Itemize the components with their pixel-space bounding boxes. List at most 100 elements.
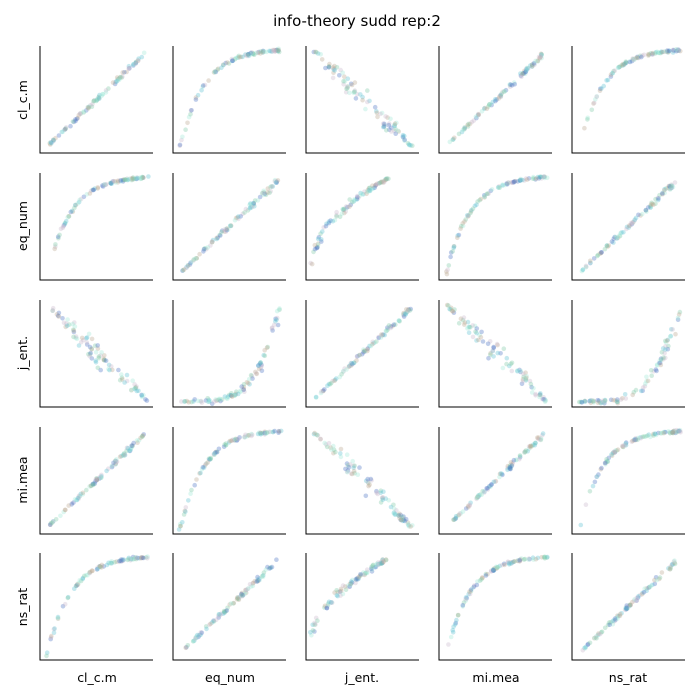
scatter-point xyxy=(465,319,471,325)
scatter-point xyxy=(651,369,657,374)
scatter-point xyxy=(466,503,471,509)
scatter-point xyxy=(642,434,647,439)
scatter-point xyxy=(258,365,264,371)
scatter-point xyxy=(659,350,665,355)
scatter-point xyxy=(663,344,668,349)
scatter-point xyxy=(485,486,490,491)
scatter-point xyxy=(276,430,281,436)
scatter-point xyxy=(221,62,226,68)
scatter-point xyxy=(218,233,223,238)
scatter-point xyxy=(338,588,344,594)
scatter-point xyxy=(455,235,460,241)
scatter-point xyxy=(617,611,623,617)
scatter-point xyxy=(271,47,277,53)
scatter-point xyxy=(364,191,369,197)
scatter-point xyxy=(606,620,612,625)
scatter-point xyxy=(379,333,385,338)
scatter-point xyxy=(236,595,241,600)
scatter-point xyxy=(104,468,109,474)
scatter-point xyxy=(226,440,232,445)
scatter-point xyxy=(537,437,543,442)
scatter-point xyxy=(632,597,637,602)
scatter-point xyxy=(84,340,90,345)
panel-axes xyxy=(172,46,286,154)
scatter-point xyxy=(672,180,678,185)
scatter-point xyxy=(198,399,203,404)
scatter-point xyxy=(376,562,381,568)
scatter-point xyxy=(352,197,357,203)
scatter-point xyxy=(668,186,673,191)
scatter-point xyxy=(510,179,516,185)
scatter-point xyxy=(91,187,97,193)
scatter-point xyxy=(64,321,69,326)
scatter-point xyxy=(243,52,248,57)
scatter-point xyxy=(252,52,257,57)
scatter-point xyxy=(524,375,529,381)
scatter-point xyxy=(597,631,603,637)
scatter-point xyxy=(277,429,282,434)
scatter-point xyxy=(207,457,212,462)
scatter-point xyxy=(388,325,394,331)
scatter-point xyxy=(95,185,101,190)
scatter-point xyxy=(77,578,83,583)
scatter-point xyxy=(674,427,679,433)
scatter-point xyxy=(233,215,239,221)
scatter-point xyxy=(370,185,376,191)
scatter-point xyxy=(593,634,599,640)
scatter-point xyxy=(526,176,532,181)
scatter-point xyxy=(484,191,490,197)
scatter-point xyxy=(323,65,328,71)
scatter-point xyxy=(676,48,681,53)
scatter-point xyxy=(273,319,278,324)
scatter-point xyxy=(196,634,201,640)
scatter-point xyxy=(60,129,66,134)
scatter-point xyxy=(523,69,528,75)
scatter-point xyxy=(95,346,101,351)
scatter-point xyxy=(130,175,136,180)
scatter-point xyxy=(340,583,346,588)
scatter-point xyxy=(258,430,263,436)
scatter-point xyxy=(526,444,532,449)
scatter-point xyxy=(55,234,61,239)
scatter-point xyxy=(318,436,323,442)
scatter-point xyxy=(399,517,404,523)
scatter-point xyxy=(538,391,543,396)
scatter-point xyxy=(315,236,321,242)
scatter-point xyxy=(139,392,144,398)
scatter-point xyxy=(545,554,550,560)
scatter-point xyxy=(610,70,616,76)
scatter-point xyxy=(535,555,541,561)
scatter-point xyxy=(385,115,390,120)
scatter-point xyxy=(99,93,104,99)
scatter-point xyxy=(101,564,107,569)
scatter-point xyxy=(596,472,601,477)
scatter-point xyxy=(518,73,524,78)
scatter-point xyxy=(326,381,332,387)
panel-axes xyxy=(571,173,685,281)
scatter-point xyxy=(518,557,523,562)
scatter-point xyxy=(74,116,80,122)
scatter-point xyxy=(259,362,264,368)
scatter-point xyxy=(486,356,491,361)
scatter-point xyxy=(55,616,61,621)
scatter-point xyxy=(579,400,585,405)
scatter-point xyxy=(521,374,526,380)
scatter-point xyxy=(251,51,256,57)
scatter-point xyxy=(396,318,402,324)
scatter-point xyxy=(222,442,227,447)
scatter-point xyxy=(489,482,494,487)
scatter-point xyxy=(479,577,484,582)
scatter-point xyxy=(492,479,498,485)
scatter-point xyxy=(199,88,204,93)
scatter-point xyxy=(334,593,340,598)
scatter-point xyxy=(328,218,333,223)
scatter-point xyxy=(260,573,266,578)
scatter-point xyxy=(257,576,262,581)
panel-axes xyxy=(571,427,685,535)
scatter-point xyxy=(524,374,529,379)
scatter-point xyxy=(677,429,683,434)
scatter-point xyxy=(113,180,119,185)
scatter-point xyxy=(381,489,386,495)
scatter-point xyxy=(119,375,125,381)
scatter-point xyxy=(505,463,511,469)
